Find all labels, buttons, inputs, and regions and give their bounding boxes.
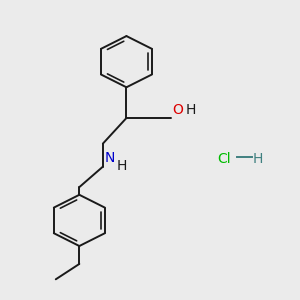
Text: H: H	[186, 103, 196, 118]
Text: O: O	[172, 103, 183, 117]
Text: H: H	[117, 159, 128, 173]
Text: Cl: Cl	[218, 152, 231, 166]
Text: H: H	[253, 152, 263, 166]
Text: N: N	[104, 152, 115, 165]
